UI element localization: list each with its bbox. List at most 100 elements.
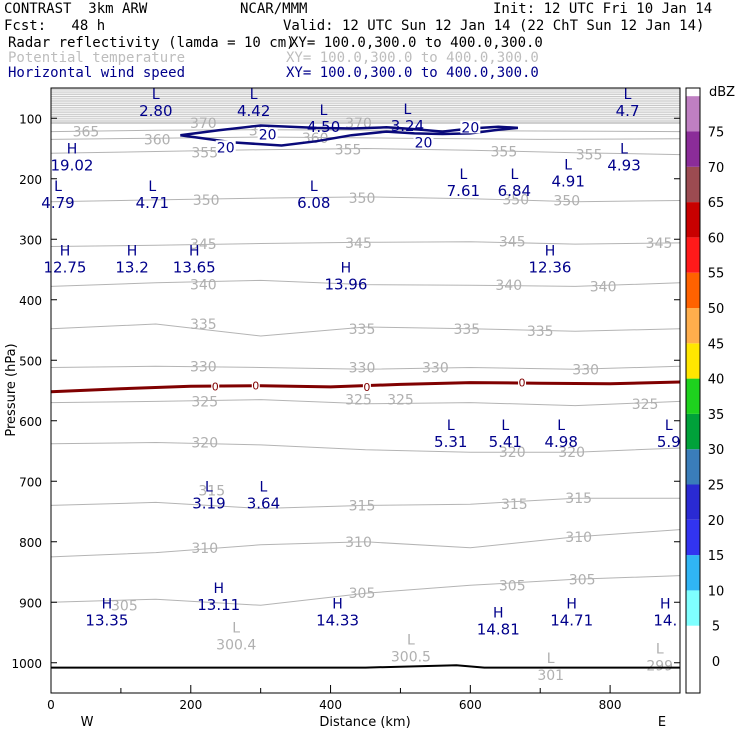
zero-isotherm-label-bg <box>362 380 371 392</box>
x-end-right-label: E <box>658 715 666 730</box>
theta-contour-355 <box>50 147 681 156</box>
extremum-value: 13.35 <box>85 611 128 629</box>
theta-contour-350 <box>50 196 681 203</box>
theta-label: 315 <box>501 497 528 513</box>
extremum-kind: L <box>404 102 412 118</box>
extremum-kind: H <box>545 244 556 260</box>
theta-contour-330 <box>50 365 681 370</box>
extremum-kind: L <box>260 480 268 496</box>
header-org: NCAR/MMM <box>240 1 308 17</box>
extremum-value: 6.08 <box>297 194 330 212</box>
theta-label: 320 <box>191 436 218 452</box>
header-valid: Valid: 12 UTC Sun 12 Jan 14 (22 ChT Sun … <box>283 18 705 34</box>
colorbar-swatch <box>686 413 700 450</box>
wind-label: 20 <box>461 120 479 136</box>
extremum-value: 13.2 <box>115 259 148 277</box>
extremum-kind: L <box>501 418 509 434</box>
colorbar-level-label: 0 <box>712 655 720 670</box>
field-xy-wind: XY= 100.0,300.0 to 400.0,300.0 <box>286 65 539 81</box>
theta-label: 355 <box>191 146 218 162</box>
colorbar-swatch <box>686 272 700 308</box>
colorbar-level-label: 25 <box>708 479 725 494</box>
colorbar-level-label: 20 <box>708 514 725 529</box>
extremum-value: 3.64 <box>247 495 280 513</box>
extremum-kind: L <box>250 87 258 103</box>
colorbar-swatch <box>686 131 700 167</box>
extremum-kind: L <box>624 87 632 103</box>
x-end-left-label: W <box>81 715 94 730</box>
colorbar-swatch <box>686 484 700 520</box>
theta-labels: 3653603703653603703553553553553503503503… <box>73 116 673 614</box>
theta-label: 350 <box>553 194 580 210</box>
extremum-value: 4.93 <box>607 156 640 174</box>
theta-extremum-kind: L <box>232 621 240 637</box>
zero-isotherm-label-bg <box>211 380 220 392</box>
theta-contour-305 <box>50 575 681 606</box>
theta-contour-345 <box>50 241 681 247</box>
theta-label: 345 <box>345 236 372 252</box>
colorbar-frame <box>685 87 701 694</box>
extremum-value: 12.36 <box>529 259 572 277</box>
extremum-value: 4.50 <box>307 118 340 136</box>
y-tick-label: 400 <box>19 294 42 308</box>
theta-label: 340 <box>190 278 217 294</box>
theta-label: 330 <box>349 361 376 377</box>
ground-line-path <box>51 664 680 669</box>
extremum-value: 13.65 <box>173 259 216 277</box>
wind-label-bg <box>215 140 236 154</box>
theta-label: 305 <box>111 598 138 614</box>
theta-extremum-value: 300.4 <box>216 638 256 654</box>
colorbar-swatch <box>686 555 700 591</box>
colorbar-level-label: 50 <box>708 302 725 317</box>
wind-label: 20 <box>415 135 433 151</box>
extremum-kind: H <box>332 596 343 612</box>
theta-extremum-value: 301 <box>537 668 564 684</box>
y-tick-label: 100 <box>19 112 42 126</box>
extremum-kind: L <box>564 158 572 174</box>
y-axis-label: Pressure (hPa) <box>4 343 19 436</box>
extremum-value: 12.75 <box>44 259 87 277</box>
extremum-kind: L <box>510 167 518 183</box>
wind-label: 20 <box>259 128 277 144</box>
extremum-value: 2.80 <box>139 102 172 120</box>
theta-contour-335 <box>50 323 681 337</box>
upper-level-contour-band <box>51 88 680 123</box>
extremum-kind: H <box>493 605 504 621</box>
theta-extremum-kind: L <box>547 651 555 667</box>
theta-label: 310 <box>191 541 218 557</box>
extremum-value: 14.81 <box>477 620 520 638</box>
colorbar-swatch <box>686 237 700 273</box>
wind-contour-20 <box>180 124 519 147</box>
extremum-value: 3.19 <box>192 495 225 513</box>
wind-label-bg <box>413 135 434 149</box>
header-fcst: Fcst: 48 h <box>4 18 106 34</box>
extremum-kind: H <box>566 596 577 612</box>
theta-label: 330 <box>422 361 449 377</box>
colorbar-level-label: 75 <box>708 126 725 141</box>
theta-label: 345 <box>646 236 673 252</box>
x-tick-label: 0 <box>47 698 55 712</box>
field-name-theta: Potential temperature <box>8 50 186 66</box>
extremum-kind: H <box>67 141 78 157</box>
theta-contour-320 <box>50 441 681 453</box>
colorbar-level-label: 5 <box>712 620 720 635</box>
extremum-kind: H <box>213 581 224 597</box>
theta-label: 340 <box>590 279 617 295</box>
extremum-value: 5.41 <box>489 433 522 451</box>
theta-label: 325 <box>191 394 218 410</box>
theta-label: 340 <box>495 278 522 294</box>
wind-contours: 20 20 20 20 <box>180 120 519 156</box>
extremum-kind: L <box>620 141 628 157</box>
theta-label: 355 <box>335 143 362 159</box>
theta-label: 310 <box>345 535 372 551</box>
theta-contour-340 <box>50 279 681 287</box>
theta-label: 350 <box>502 192 529 208</box>
header-init: Init: 12 UTC Fri 10 Jan 14 <box>493 1 713 17</box>
extremum-kind: L <box>557 418 565 434</box>
extremum-value: 14.71 <box>550 611 593 629</box>
theta-label: 315 <box>198 483 225 499</box>
theta-label: 335 <box>453 322 480 338</box>
theta-contour-325 <box>50 399 681 407</box>
